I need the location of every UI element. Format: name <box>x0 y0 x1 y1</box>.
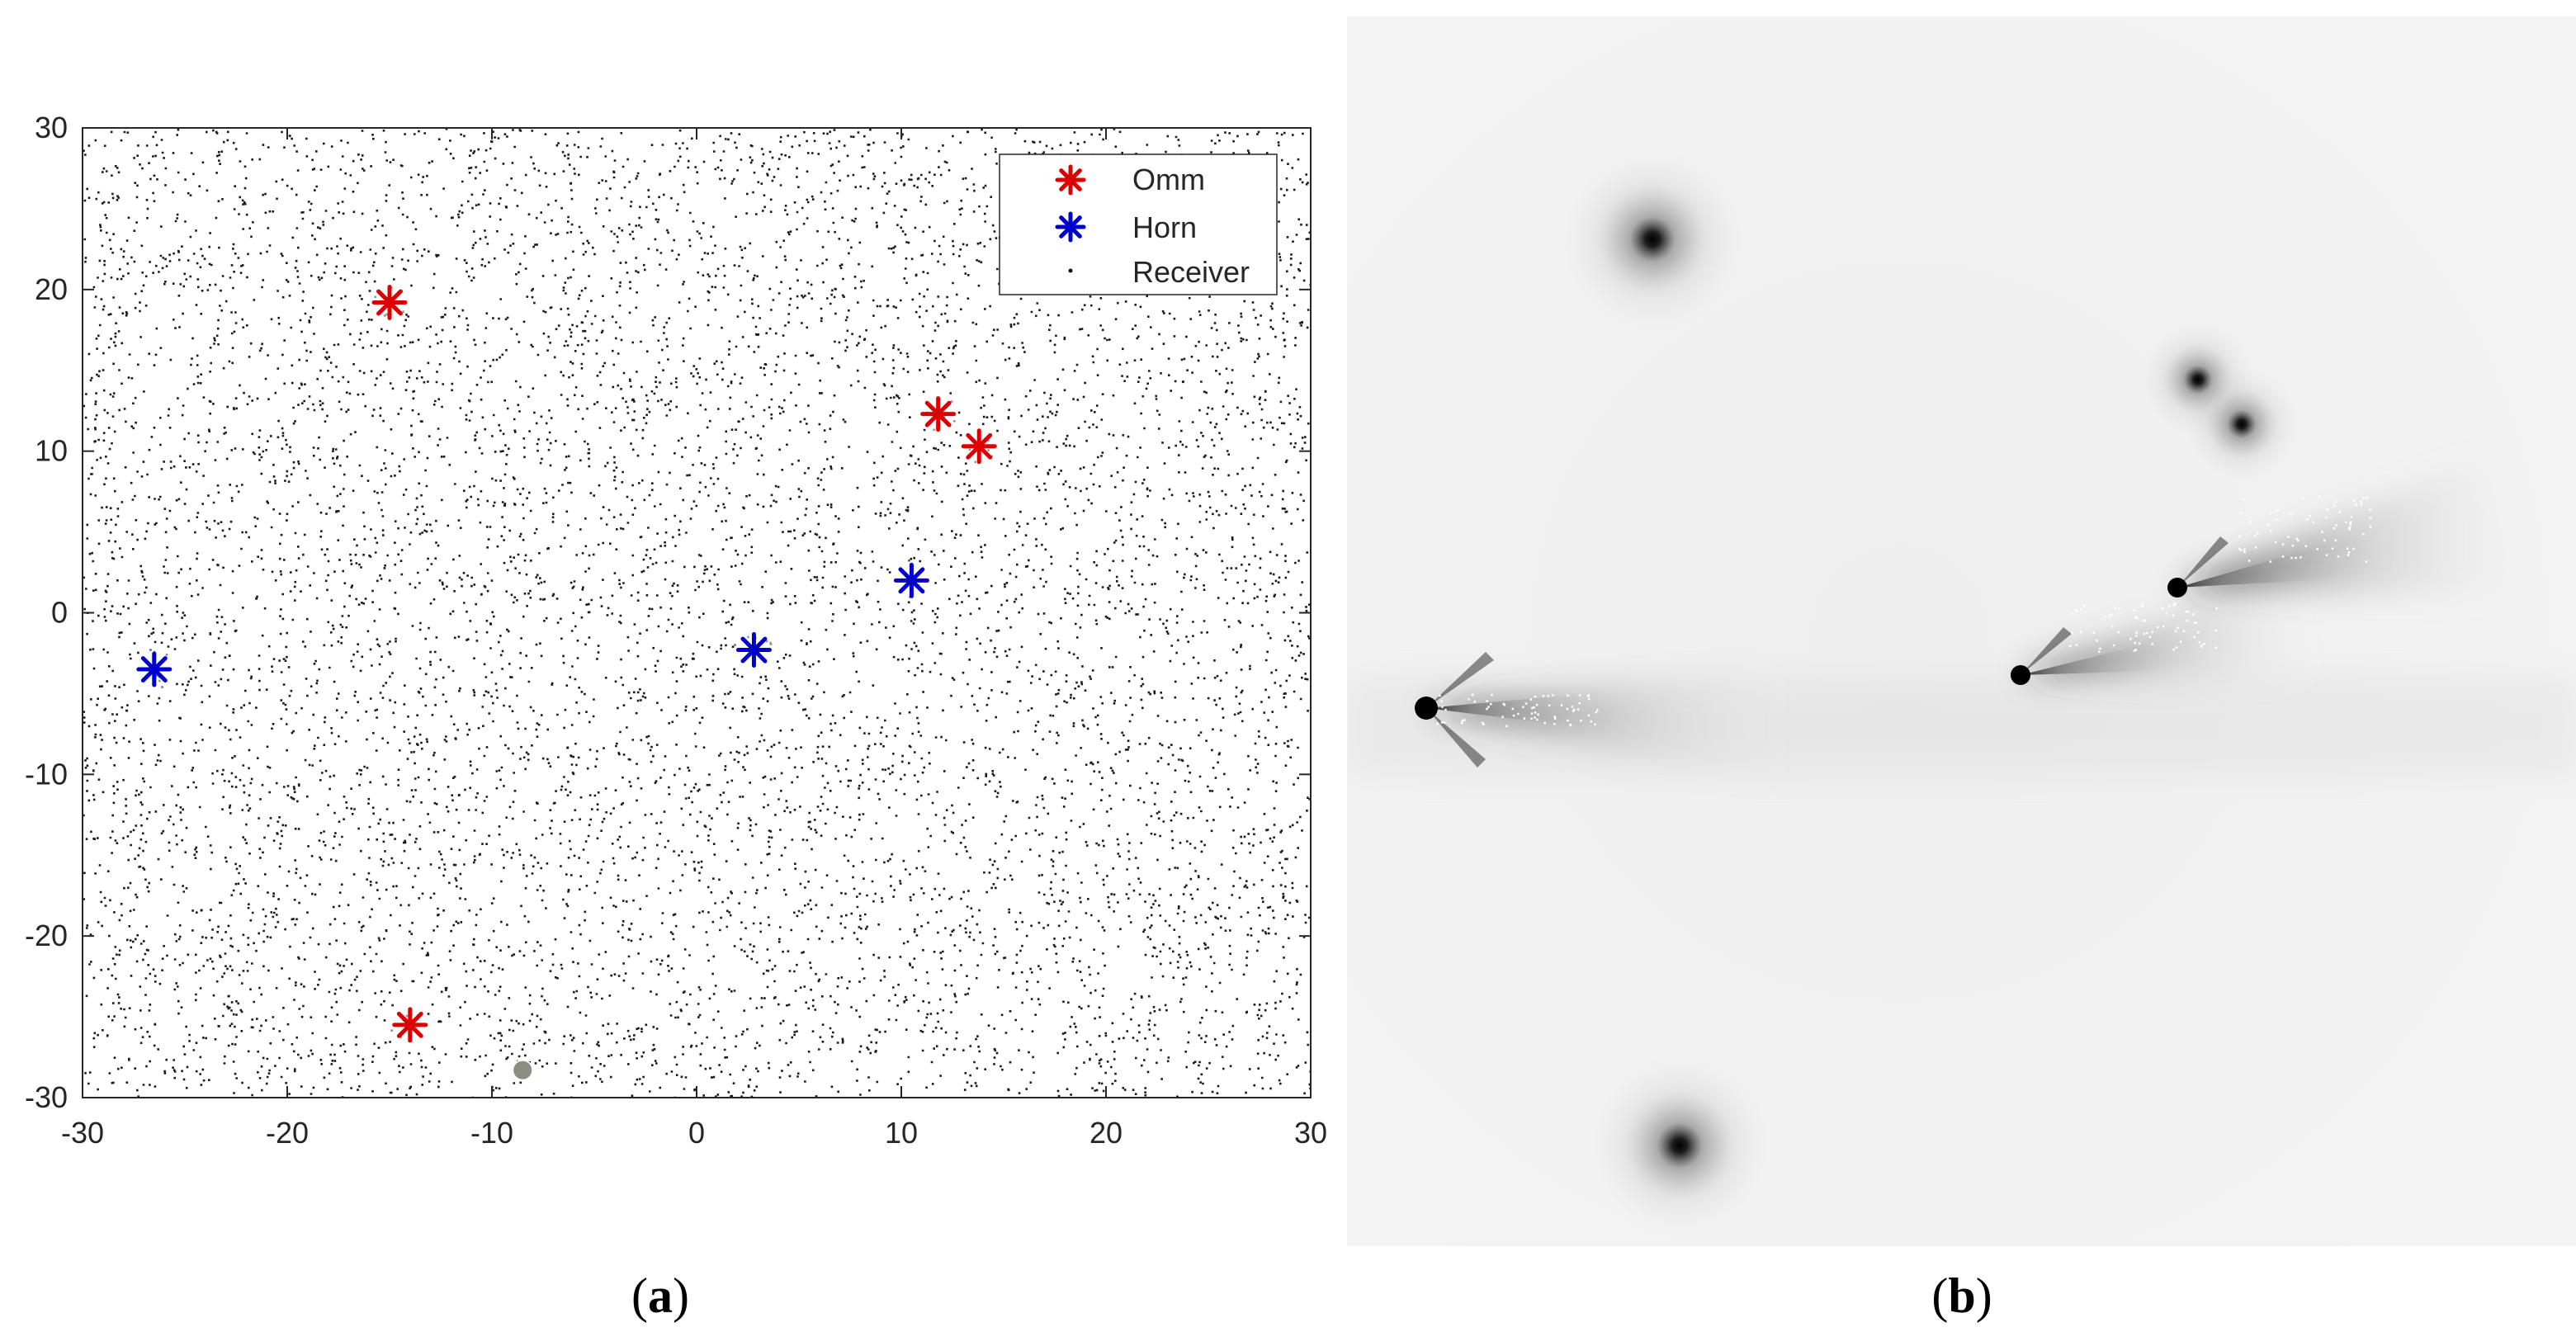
x-tick-label: 0 <box>688 1116 705 1150</box>
heatmap-spot <box>2167 578 2187 598</box>
x-axis: -30 -20 -10 0 10 20 30 <box>61 128 1327 1150</box>
x-tick-label: 10 <box>885 1116 918 1150</box>
y-tick-label: -10 <box>25 757 68 791</box>
annotation-layer <box>512 1059 534 1081</box>
legend-label-receiver: Receiver <box>1132 255 1250 289</box>
heatmap-beam <box>1426 692 1609 730</box>
y-tick-label: 30 <box>35 111 68 144</box>
x-tick-label: 20 <box>1089 1116 1123 1150</box>
series-horn-point <box>893 562 929 598</box>
x-tick-label: 30 <box>1294 1116 1327 1150</box>
y-tick-label: 0 <box>51 596 68 630</box>
panel-label-a: (a) <box>631 1268 689 1323</box>
x-tick-label: -30 <box>61 1116 104 1150</box>
series-omm-point <box>961 428 997 465</box>
heatmap-background <box>1347 17 2576 1246</box>
heatmap-beam <box>2177 536 2361 588</box>
panel-a-chart: -30 -20 -10 0 10 20 30 30 20 10 0 -10 -20 -30 Omm Ho… <box>25 111 1327 1323</box>
y-tick-label: -30 <box>25 1080 68 1114</box>
y-axis: 30 20 10 0 -10 -20 -30 <box>25 111 1311 1114</box>
heatmap-beam <box>2021 635 2179 675</box>
heatmap-beam <box>1426 652 1494 708</box>
y-tick-label: 10 <box>35 434 68 468</box>
panel-b-heatmap: (b) <box>1347 17 2576 1323</box>
heatmap-beam <box>2177 536 2229 588</box>
legend-marker-receiver <box>1068 268 1073 273</box>
heatmap-beam <box>2021 627 2072 675</box>
x-tick-label: -10 <box>470 1116 513 1150</box>
y-tick-label: 20 <box>35 272 68 306</box>
legend-marker-horn <box>1055 211 1086 243</box>
legend-label-horn: Horn <box>1132 210 1197 244</box>
series-horn-point <box>136 651 173 687</box>
heatmap-spot <box>1562 149 1743 330</box>
series-horn-point <box>735 632 772 668</box>
legend-omm-asterisk <box>1055 164 1086 196</box>
heatmap-beam <box>2021 582 2311 677</box>
legend-horn-asterisk <box>1055 211 1086 243</box>
y-tick-label: -20 <box>25 919 68 952</box>
series-layer <box>134 282 1000 1045</box>
heatmap-spot <box>1415 697 1438 720</box>
series-omm-point <box>392 1007 428 1043</box>
legend: Omm Horn Receiver <box>999 154 1278 295</box>
series-omm-point <box>920 396 957 432</box>
panel-label-b: (b) <box>1931 1268 1992 1323</box>
heatmap-spot <box>2011 665 2030 685</box>
series-omm-point <box>371 285 408 320</box>
legend-box <box>999 154 1278 295</box>
legend-marker-omm <box>1055 164 1086 196</box>
annotation-marker <box>512 1059 534 1081</box>
heatmap-field <box>1347 149 2576 1236</box>
heatmap-spot <box>1589 1055 1770 1236</box>
heatmap-beam <box>2177 462 2526 594</box>
heatmap-spot <box>2184 366 2299 482</box>
x-tick-label: -20 <box>266 1116 309 1150</box>
legend-label-omm: Omm <box>1132 163 1205 196</box>
